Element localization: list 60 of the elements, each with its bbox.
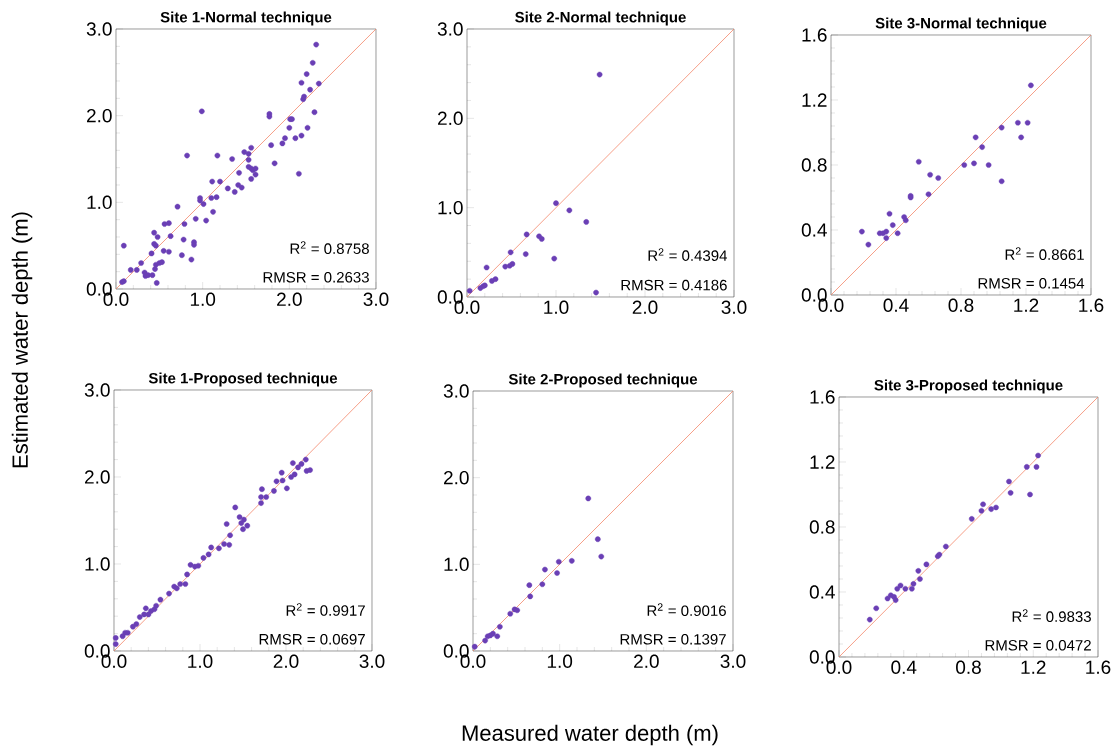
y-tick-label: 1.2 [810,455,835,469]
y-tick-label: 2.0 [444,470,469,485]
annotation: R$^{2}$ = 0.8758 [290,241,369,254]
x-tick-label: 0.8 [956,660,981,674]
annotation: RMSR = 0.1454 [978,277,1085,289]
x-tick-label: 2.0 [273,654,299,668]
chart-title: Site 1-Proposed technique [148,372,338,387]
x-tick-label: 2.0 [632,300,658,314]
chart-title: Site 2-Normal technique [515,11,686,26]
annotation: RMSR = 0.4186 [621,279,727,291]
annotation: R$^{2}$ = 0.8661 [1005,247,1084,260]
annotation: R$^{2}$ = 0.9833 [1012,609,1091,622]
x-tick-label: 3.0 [359,654,385,668]
y-tick-label: 0.8 [809,520,835,534]
y-tick-label: 1.6 [802,28,827,42]
chart-title: Site 3-Proposed technique [874,379,1063,394]
y-tick-label: 1.0 [85,557,110,571]
x-tick-label: 2.0 [634,654,659,668]
x-tick-label: 2.0 [277,292,302,306]
chart-title: Site 1-Normal technique [160,11,332,26]
y-tick-label: 1.0 [444,557,469,572]
x-tick-label: 1.2 [1021,660,1046,674]
chart-title: Site 2-Proposed technique [508,373,698,388]
chart-title: Site 3-Normal technique [875,17,1047,32]
x-tick-label: 1.2 [1014,298,1039,312]
x-tick-label: 1.0 [544,300,569,314]
y-tick-label: 1.0 [87,195,112,210]
y-tick-label: 2.0 [85,470,110,484]
x-tick-label: 3.0 [721,300,747,314]
x-tick-label: 1.0 [547,654,573,668]
y-tick-label: 3.0 [84,383,110,397]
x-tick-label: 1.0 [188,654,213,668]
y-tick-label: 2.0 [87,108,112,123]
y-tick-label: 1.2 [802,93,827,107]
y-tick-label: 3.0 [443,384,469,398]
y-axis-title: Estimated water depth (m) [11,212,33,468]
x-tick-label: 1.6 [1079,298,1104,312]
annotation: R$^{2}$ = 0.9917 [286,603,365,616]
annotation: R$^{2}$ = 0.9016 [647,603,726,616]
x-tick-label: 0.8 [948,298,974,312]
y-tick-label: 1.6 [810,390,835,404]
x-tick-label: 3.0 [720,654,746,668]
x-tick-label: 0.4 [883,298,909,312]
annotation: RMSR = 0.1397 [620,633,726,645]
x-tick-label: 1.0 [190,292,216,306]
y-tick-label: 0.8 [801,158,827,172]
y-tick-label: 3.0 [437,22,463,36]
x-tick-label: 0.4 [891,660,917,674]
annotation: RMSR = 0.0697 [259,633,365,645]
y-tick-label: 1.0 [438,200,463,215]
annotation: RMSR = 0.2633 [263,271,369,283]
x-tick-label: 1.6 [1086,660,1111,674]
annotation: RMSR = 0.0472 [985,639,1091,651]
x-axis-title: Measured water depth (m) [462,724,718,746]
y-tick-label: 0.4 [809,585,835,599]
annotation: R$^{2}$ = 0.4394 [648,248,728,261]
y-tick-label: 3.0 [86,22,112,36]
y-tick-label: 2.0 [438,111,463,126]
x-tick-label: 3.0 [363,292,389,306]
y-tick-label: 0.4 [801,223,827,237]
